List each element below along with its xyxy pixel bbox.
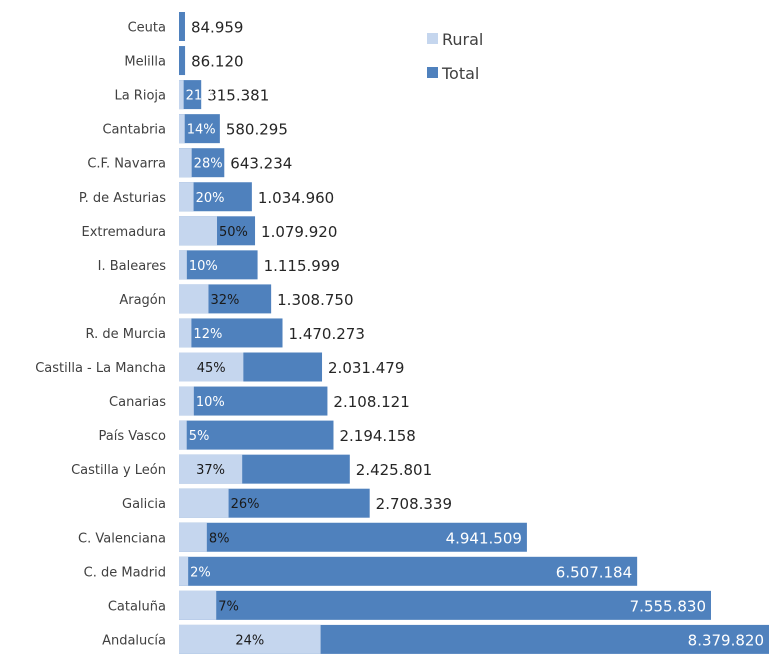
category-label: Andalucía (102, 633, 166, 648)
bar-rural (179, 488, 229, 518)
bar-total (179, 318, 283, 348)
bar-rural (179, 590, 217, 620)
category-label: Cataluña (108, 599, 166, 614)
data-label-rural-percent: 32% (210, 293, 239, 308)
bar-rural (179, 352, 244, 382)
bar-rural (179, 216, 218, 246)
bar-total (179, 46, 186, 76)
data-label-total: 2.108.121 (333, 393, 409, 411)
data-label-rural-percent: 21% (186, 89, 215, 104)
bar-rural (179, 556, 189, 586)
category-label: Castilla y León (71, 463, 166, 478)
data-label-rural-percent: 24% (235, 633, 264, 648)
data-label-rural-percent: 10% (196, 395, 225, 410)
data-label-rural-percent: 5% (189, 429, 210, 444)
category-label: C.F. Navarra (87, 157, 166, 172)
data-label-rural-percent: 14% (187, 123, 216, 138)
data-label-total: 2.194.158 (339, 427, 415, 445)
data-label-total: 1.308.750 (277, 291, 353, 309)
bar-rural (179, 454, 243, 484)
data-label-rural-percent: 2% (190, 565, 211, 580)
data-label-total: 1.115.999 (264, 257, 340, 275)
bar-total (179, 556, 638, 586)
category-label: Castilla - La Mancha (35, 361, 166, 376)
data-label-total: 4.941.509 (446, 529, 522, 547)
data-label-rural-percent: 45% (197, 361, 226, 376)
category-label: Aragón (119, 293, 166, 308)
bar-rural (179, 522, 207, 552)
bar-rural (179, 318, 192, 348)
bar-total (179, 420, 334, 450)
bar-total (179, 250, 258, 280)
data-label-total: 643.234 (230, 155, 292, 173)
category-label: C. Valenciana (78, 531, 166, 546)
category-label: Ceuta (128, 21, 166, 36)
data-label-total: 6.507.184 (556, 563, 632, 581)
bar-total (179, 80, 202, 110)
data-label-rural-percent: 37% (196, 463, 225, 478)
bar-total (179, 522, 527, 552)
bar-rural (179, 80, 184, 110)
bars-layer (179, 12, 769, 654)
bar-total (179, 590, 711, 620)
data-label-total: 8.379.820 (688, 631, 764, 649)
legend-swatch-total (427, 67, 438, 78)
bar-total (179, 386, 328, 416)
data-label-total: 7.555.830 (630, 597, 706, 615)
data-label-total: 2.708.339 (376, 495, 452, 513)
bar-rural (179, 148, 192, 178)
bar-rural (179, 386, 194, 416)
bar-rural (179, 284, 209, 314)
category-label: La Rioja (114, 89, 166, 104)
data-label-total: 2.031.479 (328, 359, 404, 377)
data-label-rural-percent: 28% (194, 157, 223, 172)
bar-rural (179, 182, 194, 212)
data-label-rural-percent: 50% (219, 225, 248, 240)
data-label-total: 580.295 (226, 121, 288, 139)
category-label: R. de Murcia (86, 327, 166, 342)
data-label-total: 1.079.920 (261, 223, 337, 241)
legend: Rural Total (427, 30, 483, 83)
data-label-rural-percent: 26% (231, 497, 260, 512)
bar-total (179, 114, 220, 144)
data-label-total: 84.959 (191, 19, 244, 37)
category-label: C. de Madrid (84, 565, 166, 580)
data-label-rural-percent: 7% (218, 599, 239, 614)
category-label: P. de Asturias (79, 191, 166, 206)
category-label: Canarias (109, 395, 166, 410)
category-label: Cantabria (102, 123, 166, 138)
category-label: I. Baleares (98, 259, 167, 274)
bar-rural (179, 114, 185, 144)
data-label-total: 2.425.801 (356, 461, 432, 479)
data-label-rural-percent: 8% (209, 531, 230, 546)
data-label-rural-percent: 10% (189, 259, 218, 274)
legend-label-rural: Rural (442, 30, 483, 49)
legend-label-total: Total (441, 64, 479, 83)
data-label-rural-percent: 20% (196, 191, 225, 206)
category-label: Galicia (122, 497, 166, 512)
data-label-total: 1.470.273 (289, 325, 365, 343)
category-label: Extremadura (82, 225, 167, 240)
bar-rural (179, 250, 187, 280)
data-label-rural-percent: 12% (193, 327, 222, 342)
data-label-total: 315.381 (207, 87, 269, 105)
bar-rural (179, 420, 187, 450)
bar-rural (179, 624, 321, 654)
bar-total (179, 12, 185, 41)
category-label: País Vasco (99, 429, 167, 444)
legend-swatch-rural (427, 33, 438, 44)
data-label-total: 1.034.960 (258, 189, 334, 207)
category-label: Melilla (124, 55, 166, 70)
data-label-total: 86.120 (191, 53, 244, 71)
